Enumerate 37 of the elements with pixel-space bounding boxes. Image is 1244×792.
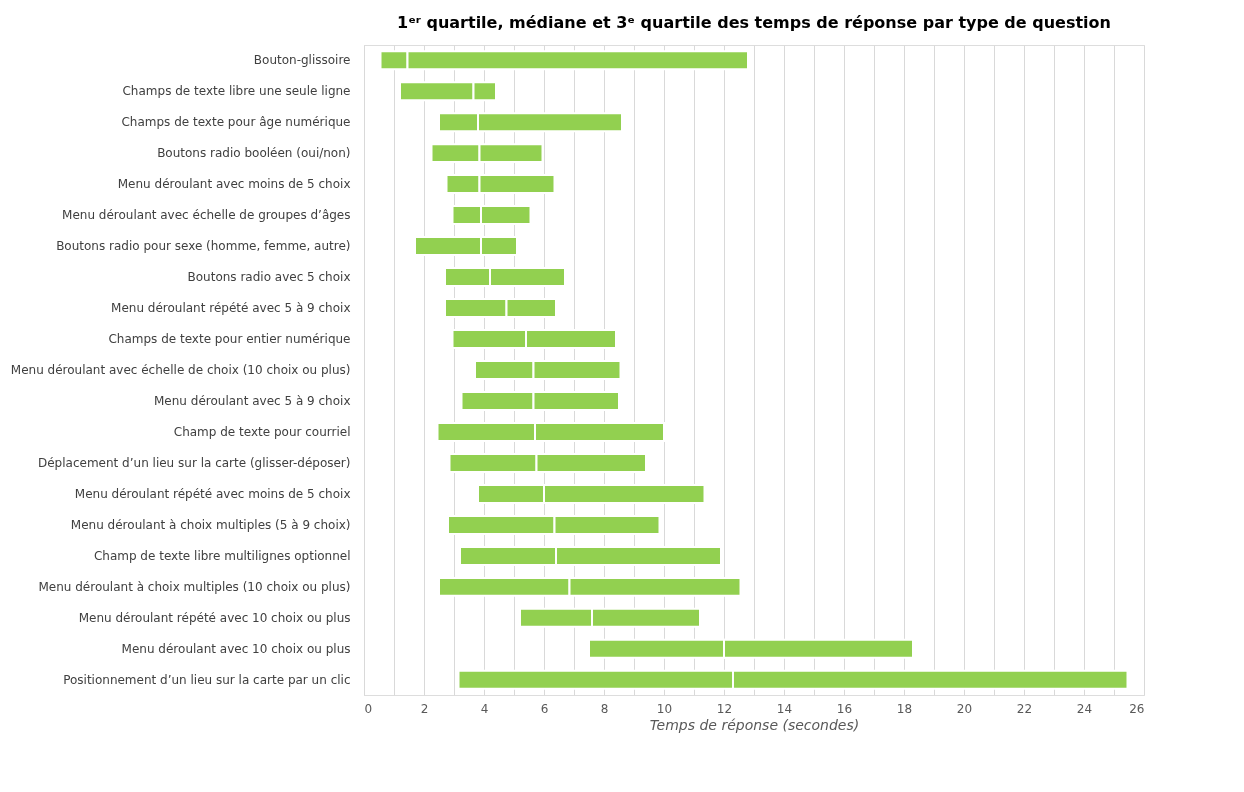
x-tick-label: 26	[1129, 701, 1145, 716]
y-tick-label: Menu déroulant avec échelle de groupes d’âges	[62, 208, 351, 223]
x-tick-label: 0	[364, 701, 373, 716]
x-axis-title: Temps de réponse (secondes)	[649, 716, 860, 733]
y-tick-label: Menu déroulant répété avec 10 choix ou plus	[78, 610, 351, 625]
x-tick-label: 10	[656, 701, 673, 716]
y-tick-label: Boutons radio pour sexe (homme, femme, autre)	[56, 239, 351, 254]
x-tick-label: 6	[540, 701, 549, 716]
y-tick-label: Positionnement d’un lieu sur la carte par un clic	[63, 672, 351, 687]
x-tick-label: 14	[776, 701, 793, 716]
x-tick-label: 2	[420, 701, 429, 716]
x-tick-label: 12	[716, 701, 733, 716]
chart-title: 1ᵉʳ quartile, médiane et 3ᵉ quartile des temps de réponse par type de question	[397, 13, 1111, 32]
y-tick-label: Déplacement d’un lieu sur la carte (glisser-déposer)	[38, 455, 351, 470]
y-tick-label: Champs de texte pour âge numérique	[121, 115, 351, 130]
y-tick-label: Menu déroulant avec moins de 5 choix	[117, 177, 351, 192]
y-tick-label: Menu déroulant répété avec 5 à 9 choix	[111, 301, 351, 316]
x-tick-label: 4	[480, 701, 489, 716]
y-tick-label: Champ de texte pour courriel	[173, 424, 351, 439]
y-tick-label: Champ de texte libre multilignes optionnel	[93, 548, 351, 563]
y-tick-label: Menu déroulant avec échelle de choix (10 choix ou plus)	[10, 363, 351, 377]
x-tick-label: 8	[600, 701, 609, 716]
y-tick-label: Boutons radio avec 5 choix	[187, 270, 351, 285]
y-tick-label: Menu déroulant avec 5 à 9 choix	[154, 393, 351, 408]
y-tick-label: Bouton-glissoire	[253, 53, 351, 68]
y-tick-label: Menu déroulant à choix multiples (5 à 9 choix)	[70, 517, 351, 532]
y-tick-label: Menu déroulant avec 10 choix ou plus	[121, 641, 351, 656]
y-tick-label: Boutons radio booléen (oui/non)	[157, 146, 351, 161]
x-tick-label: 16	[836, 701, 853, 716]
x-tick-label: 22	[1016, 701, 1033, 716]
x-tick-label: 20	[956, 701, 973, 716]
y-tick-label: Menu déroulant à choix multiples (10 choix ou plus)	[38, 579, 351, 594]
x-tick-label: 18	[896, 701, 913, 716]
x-tick-label: 24	[1076, 701, 1093, 716]
y-tick-label: Champs de texte pour entier numérique	[108, 332, 351, 347]
y-tick-label: Menu déroulant répété avec moins de 5 choix	[74, 486, 351, 501]
y-tick-label: Champs de texte libre une seule ligne	[122, 84, 351, 99]
